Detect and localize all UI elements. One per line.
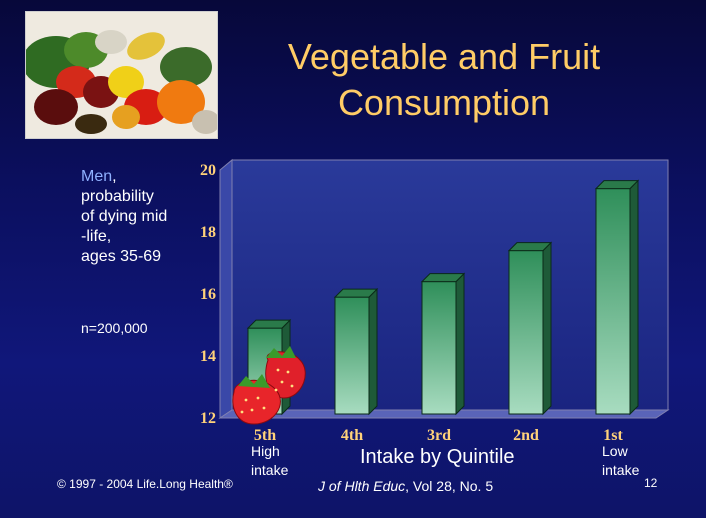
- citation: J of Hlth Educ, Vol 28, No. 5: [318, 478, 493, 494]
- men-label: Men: [81, 168, 113, 185]
- y-tick-label-16: 16: [200, 286, 216, 303]
- bar-3rd: [420, 272, 466, 416]
- x-category-label-2nd: 2nd: [513, 427, 539, 444]
- copyright-notice: © 1997 - 2004 Life.Long Health®: [57, 477, 233, 491]
- bar-2nd: [507, 241, 553, 416]
- vegetables-photo: [25, 11, 218, 139]
- bar-1st: [594, 179, 640, 416]
- side-label-line-1: probability: [81, 188, 154, 205]
- low-intake-label: Low intake: [602, 442, 639, 480]
- side-label-line-4: ages 35-69: [81, 248, 162, 265]
- y-tick-label-12: 12: [200, 410, 216, 427]
- y-tick-label-18: 18: [200, 224, 216, 241]
- high-intake-label: High intake: [251, 442, 288, 480]
- strawberries: [232, 346, 306, 425]
- low-intake-line-2: intake: [602, 462, 640, 478]
- page-number: 12: [644, 476, 658, 490]
- title-line-1: Vegetable and Fruit: [287, 36, 601, 77]
- x-category-label-4th: 4th: [341, 427, 363, 444]
- sample-size-label: n=200,000: [81, 320, 148, 336]
- bar-4th: [333, 287, 379, 416]
- slide-title: Vegetable and Fruit Consumption: [240, 34, 648, 126]
- high-intake-line-2: intake: [251, 462, 289, 478]
- y-tick-label-20: 20: [200, 162, 216, 179]
- x-category-label-5th: 5th: [254, 427, 276, 444]
- y-axis-description: Men, probability of dying mid -life, age…: [81, 167, 201, 267]
- side-label-line-2: of dying mid: [81, 208, 168, 225]
- title-line-2: Consumption: [337, 82, 551, 123]
- x-category-label-1st: 1st: [603, 427, 623, 444]
- x-category-label-3rd: 3rd: [427, 427, 451, 444]
- x-axis-label: Intake by Quintile: [360, 446, 515, 468]
- citation-journal: J of Hlth Educ: [318, 478, 406, 494]
- citation-rest: , Vol 28, No. 5: [405, 478, 494, 494]
- comma: ,: [112, 168, 117, 185]
- low-intake-line-1: Low: [602, 443, 628, 459]
- plot-side-wall: [219, 158, 233, 419]
- side-label-line-3: -life,: [81, 228, 112, 245]
- high-intake-line-1: High: [251, 443, 280, 459]
- y-tick-label-14: 14: [200, 348, 216, 365]
